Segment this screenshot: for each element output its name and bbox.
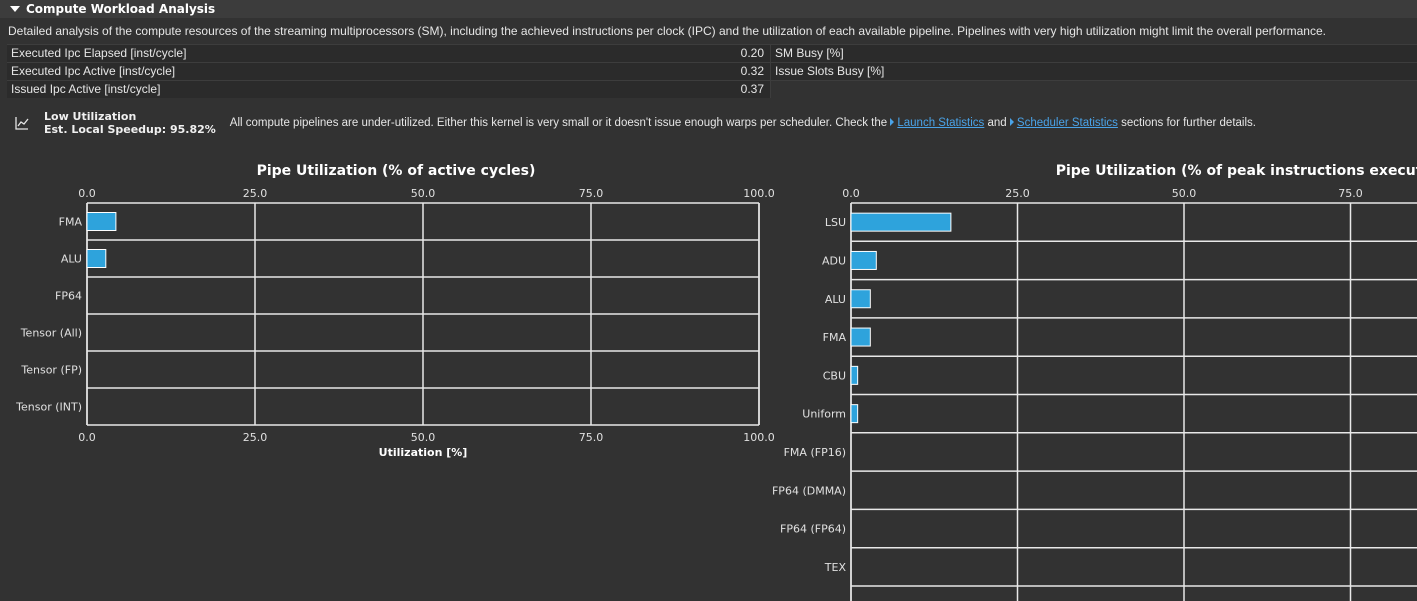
tick-label-top: 75.0 — [1338, 187, 1363, 200]
tick-label-top: 50.0 — [411, 187, 436, 200]
bar — [850, 250, 877, 270]
recommendation-text: All compute pipelines are under-utilized… — [230, 117, 1256, 129]
tick-label-top: 25.0 — [243, 187, 268, 200]
category-label: ADU — [822, 254, 846, 267]
tick-label-top: 100.0 — [743, 187, 775, 200]
recommendation-text-before: All compute pipelines are under-utilized… — [229, 117, 888, 129]
category-label: FMA — [823, 331, 847, 344]
x-axis-label: Utilization [%] — [379, 446, 468, 459]
tick-label-top: 25.0 — [1005, 187, 1030, 200]
metrics-row: Executed Ipc Elapsed [inst/cycle] 0.20 S… — [7, 44, 1417, 62]
category-label: Tensor (FP) — [20, 364, 82, 377]
category-label: FMA (FP16) — [784, 446, 846, 459]
chart-title: Pipe Utilization (% of peak instructions… — [1056, 163, 1417, 179]
category-label: CBU — [823, 369, 846, 382]
tick-label-bottom: 75.0 — [579, 431, 604, 444]
bar — [850, 289, 871, 309]
metric-value: 0.37 — [614, 81, 770, 98]
metrics-table: Executed Ipc Elapsed [inst/cycle] 0.20 S… — [7, 44, 1417, 98]
section-header[interactable]: Compute Workload Analysis — [0, 0, 1417, 18]
chart-title: Pipe Utilization (% of active cycles) — [257, 163, 536, 179]
scheduler-statistics-link[interactable]: Scheduler Statistics — [1009, 117, 1118, 129]
metrics-row: Issued Ipc Active [inst/cycle] 0.37 — [7, 80, 1417, 98]
collapse-triangle-icon[interactable] — [10, 6, 20, 12]
bar — [850, 212, 952, 232]
link-triangle-icon — [1009, 118, 1014, 126]
scheduler-statistics-link-label: Scheduler Statistics — [1016, 117, 1118, 129]
category-label: ALU — [61, 253, 82, 266]
metric-label-secondary: SM Busy [%] — [770, 45, 1417, 62]
recommendation-speedup: Est. Local Speedup: 95.82% — [44, 123, 216, 136]
launch-statistics-link[interactable]: Launch Statistics — [890, 117, 984, 129]
pipe-utilization-active-cycles-chart: Pipe Utilization (% of active cycles) 0.0… — [15, 163, 775, 459]
category-label: FP64 — [55, 290, 82, 303]
category-label: Uniform — [802, 408, 846, 421]
metric-label: Executed Ipc Active [inst/cycle] — [7, 63, 614, 80]
category-label: ALU — [825, 293, 846, 306]
metric-value: 0.20 — [614, 45, 770, 62]
tick-label-bottom: 25.0 — [243, 431, 268, 444]
category-label: FP64 (FP64) — [780, 523, 846, 536]
line-chart-icon — [15, 117, 29, 130]
bar — [850, 365, 859, 385]
pipe-utilization-peak-instructions-chart: Pipe Utilization (% of peak instructions… — [772, 163, 1417, 601]
launch-statistics-link-label: Launch Statistics — [897, 117, 985, 129]
tick-label-top: 50.0 — [1172, 187, 1197, 200]
metrics-row: Executed Ipc Active [inst/cycle] 0.32 Is… — [7, 62, 1417, 80]
metric-value: 0.32 — [614, 63, 770, 80]
metric-label: Executed Ipc Elapsed [inst/cycle] — [7, 45, 614, 62]
link-triangle-icon — [890, 118, 895, 126]
category-label: FMA — [59, 216, 83, 229]
tick-label-top: 0.0 — [842, 187, 860, 200]
metric-label-secondary — [770, 81, 1417, 98]
recommendation-text-after: sections for further details. — [1121, 117, 1256, 129]
section-description: Detailed analysis of the compute resourc… — [8, 24, 1326, 38]
recommendation-title: Low Utilization — [44, 110, 137, 123]
bar — [850, 327, 871, 347]
section-title: Compute Workload Analysis — [26, 2, 216, 16]
category-label: TEX — [824, 561, 847, 574]
metric-label-secondary: Issue Slots Busy [%] — [770, 63, 1417, 80]
tick-label-bottom: 50.0 — [411, 431, 436, 444]
tick-label-top: 75.0 — [579, 187, 604, 200]
category-label: Tensor (All) — [20, 327, 82, 340]
recommendation: Low Utilization Est. Local Speedup: 95.8… — [14, 110, 1256, 136]
bar — [86, 212, 117, 231]
recommendation-title-block: Low Utilization Est. Local Speedup: 95.8… — [44, 110, 216, 136]
category-label: LSU — [825, 216, 846, 229]
category-label: FP64 (DMMA) — [772, 484, 846, 497]
tick-label-bottom: 0.0 — [78, 431, 96, 444]
category-label: Tensor (INT) — [15, 401, 82, 414]
bar — [850, 404, 859, 424]
bar — [86, 249, 107, 268]
tick-label-top: 0.0 — [78, 187, 96, 200]
metric-label: Issued Ipc Active [inst/cycle] — [7, 81, 614, 98]
tick-label-bottom: 100.0 — [743, 431, 775, 444]
recommendation-text-mid: and — [987, 117, 1007, 129]
